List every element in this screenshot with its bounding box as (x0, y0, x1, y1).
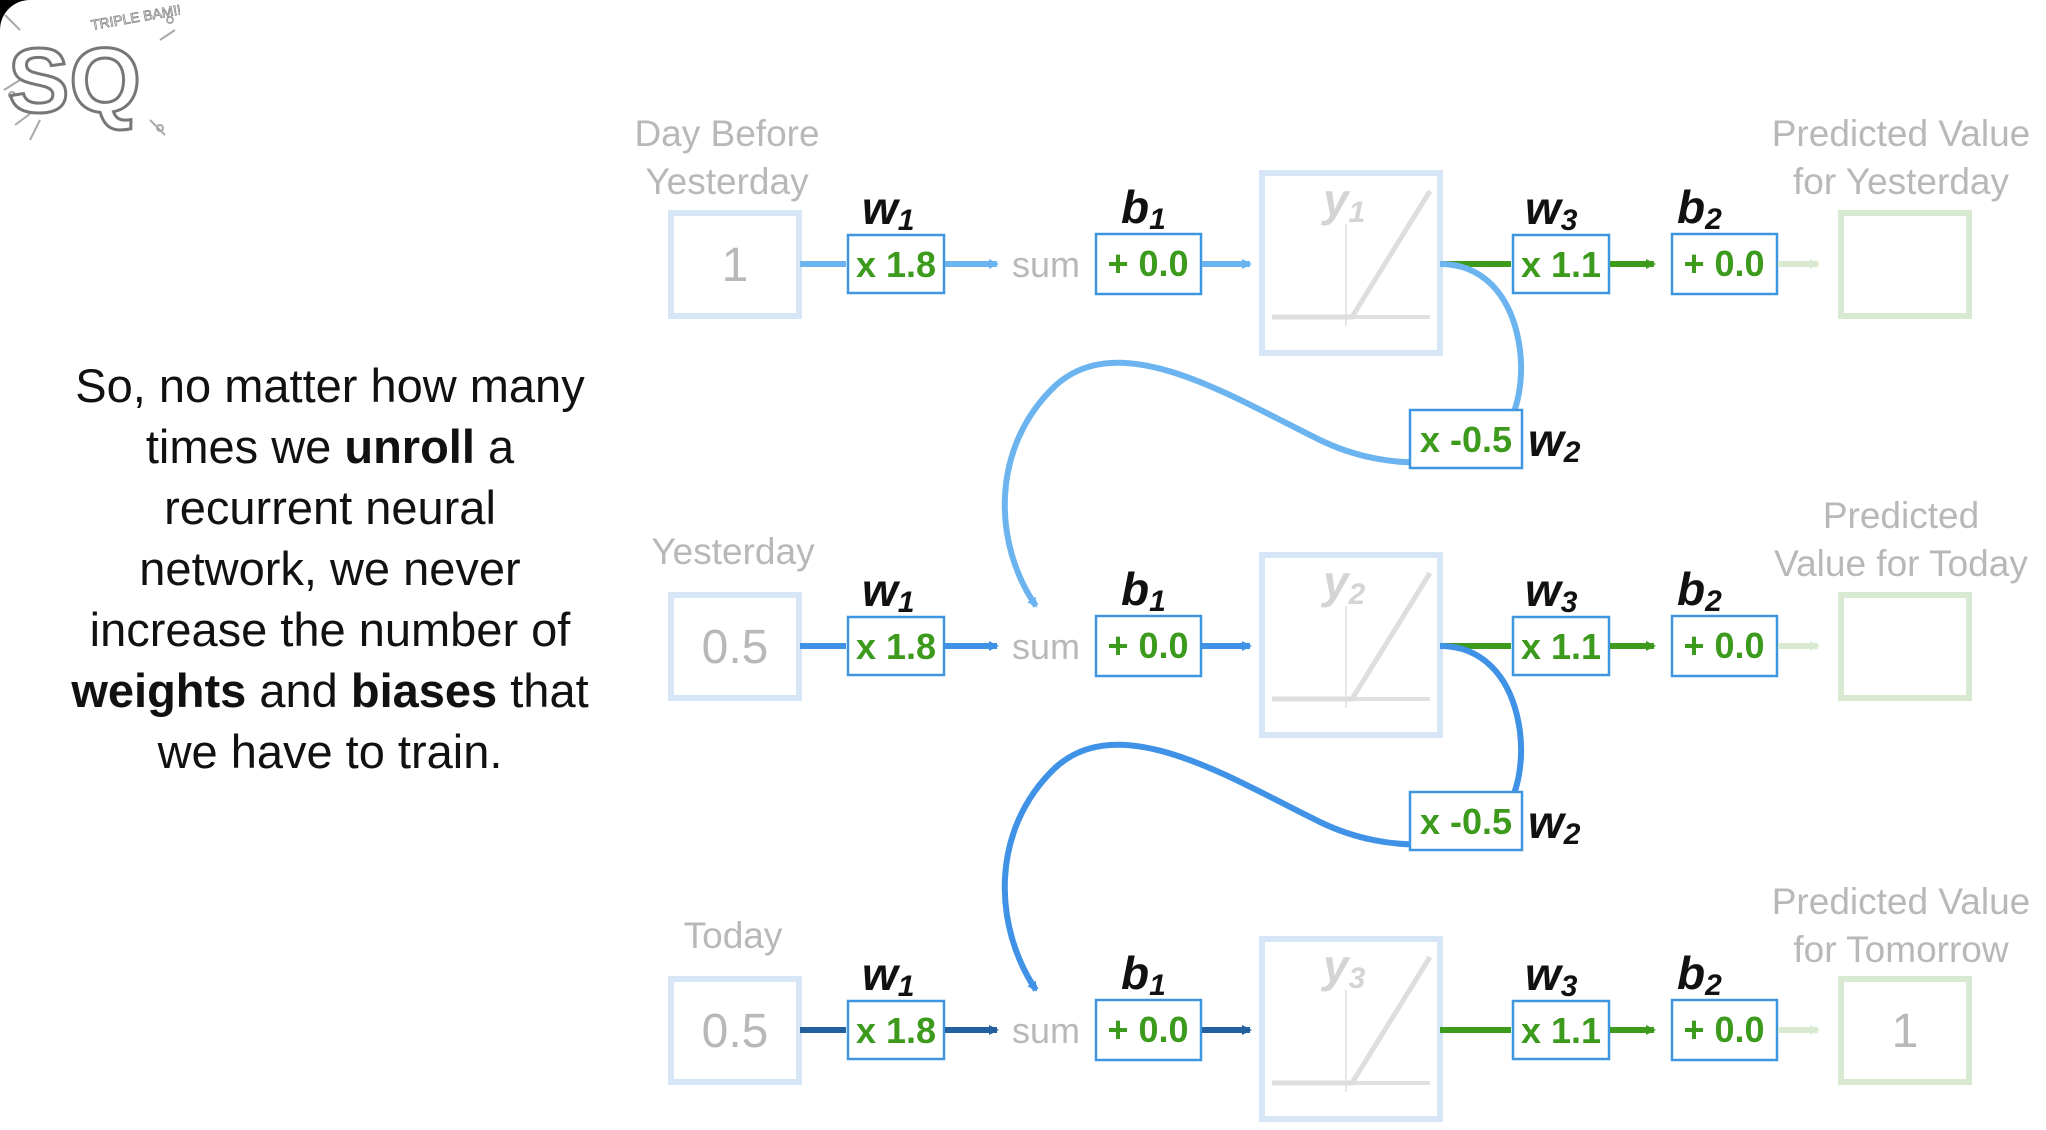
b1-box (1094, 232, 1203, 296)
narration-text: So, no matter how many times we unroll a… (71, 359, 589, 778)
output-label-line1: Predicted Value (1772, 113, 2030, 154)
w1-box (846, 615, 946, 677)
w3-box (1511, 233, 1611, 295)
feedback-arrow (1001, 261, 1525, 608)
w2-symbol: w2 (1528, 796, 1581, 851)
w1-symbol: w1 (862, 948, 914, 1003)
w1-box (846, 999, 946, 1061)
activation-border (1259, 170, 1443, 356)
input-label: Yesterday (651, 531, 815, 572)
b2-symbol: b2 (1677, 947, 1722, 1002)
b1-box (1094, 998, 1203, 1062)
output-value: 1 (1892, 1005, 1919, 1058)
y-symbol: y1 (1321, 174, 1365, 229)
w2-value: x -0.5 (1420, 801, 1512, 842)
w1-symbol: w1 (862, 182, 914, 237)
input-value: 1 (722, 239, 749, 292)
b2-box (1670, 614, 1779, 678)
activation-border (1259, 936, 1443, 1122)
b1-symbol: b1 (1121, 181, 1166, 236)
feedback-loop-1: x -0.5 (1001, 261, 1525, 608)
w3-value: x 1.1 (1521, 244, 1601, 285)
w1-value: x 1.8 (856, 244, 936, 285)
w3-symbol: w3 (1525, 182, 1578, 237)
relu-curve (1272, 189, 1433, 320)
sum-label: sum (1012, 244, 1080, 285)
w2-symbol: w2 (1528, 414, 1581, 469)
w2-value: x -0.5 (1420, 419, 1512, 460)
b1-box (1094, 614, 1203, 678)
b2-symbol: b2 (1677, 181, 1722, 236)
emphasis-biases: biases (350, 664, 498, 717)
w3-symbol: w3 (1525, 564, 1578, 619)
emphasis-weights: weights (71, 664, 247, 717)
emphasis-unroll: unroll (344, 420, 475, 473)
feedback-loop-2: x -0.5 (1001, 643, 1525, 992)
input-box (668, 976, 802, 1085)
row-2: Yesterday 0.5 x 1.8 sum + 0.0 y2 x 1.1 + 0.0 Pre… (651, 495, 2028, 738)
output-box (1838, 592, 1972, 701)
w3-box (1511, 615, 1611, 677)
w2-box (1408, 408, 1524, 470)
output-label-line2: for Yesterday (1793, 161, 2009, 202)
input-label-line2: Yesterday (645, 161, 809, 202)
activation-border (1259, 552, 1443, 738)
input-box (668, 592, 802, 701)
y-symbol: y3 (1321, 940, 1366, 995)
sum-label: sum (1012, 1010, 1080, 1051)
output-box (1838, 210, 1972, 319)
row-3: Today 0.5 x 1.8 sum + 0.0 y3 x 1.1 + 0.0 1 Predic… (668, 881, 2030, 1122)
w1-value: x 1.8 (856, 1010, 936, 1051)
activation-box: y1 (1259, 170, 1443, 356)
b2-value: + 0.0 (1683, 1009, 1764, 1050)
w3-value: x 1.1 (1521, 626, 1601, 667)
sum-label: sum (1012, 626, 1080, 667)
b1-value: + 0.0 (1107, 1009, 1188, 1050)
w1-value: x 1.8 (856, 626, 936, 667)
statquest-logo: SQ TRIPLE BAM!! (3, 1, 180, 141)
logo-triple-bam: TRIPLE BAM!! (90, 1, 180, 33)
b2-symbol: b2 (1677, 563, 1722, 618)
w3-box (1511, 999, 1611, 1061)
output-label-line1: Predicted Value (1772, 881, 2030, 922)
b1-symbol: b1 (1121, 563, 1166, 618)
output-label-line2: for Tomorrow (1793, 929, 2008, 970)
input-label-line1: Day Before (634, 113, 819, 154)
activation-box: y3 (1259, 936, 1443, 1122)
b1-symbol: b1 (1121, 947, 1166, 1002)
output-label-line1: Predicted (1823, 495, 1979, 536)
b2-box (1670, 232, 1779, 296)
activation-box: y2 (1259, 552, 1443, 738)
w3-symbol: w3 (1525, 948, 1578, 1003)
b2-box (1670, 998, 1779, 1062)
feedback-arrow (1001, 643, 1525, 992)
b1-value: + 0.0 (1107, 243, 1188, 284)
b2-value: + 0.0 (1683, 243, 1764, 284)
row-1: Day Before Yesterday 1 x 1.8 sum + 0.0 y1 x 1.1… (634, 113, 2030, 356)
input-label: Today (684, 915, 783, 956)
b1-value: + 0.0 (1107, 625, 1188, 666)
input-value: 0.5 (702, 621, 769, 674)
input-box (668, 210, 802, 319)
w1-symbol: w1 (862, 564, 914, 619)
output-label-line2: Value for Today (1774, 543, 2028, 584)
y-symbol: y2 (1321, 556, 1366, 611)
output-box (1838, 976, 1972, 1085)
relu-curve (1272, 571, 1433, 702)
input-value: 0.5 (702, 1005, 769, 1058)
b2-value: + 0.0 (1683, 625, 1764, 666)
logo-mark: SQ (8, 30, 141, 132)
w1-box (846, 233, 946, 295)
w3-value: x 1.1 (1521, 1010, 1601, 1051)
w2-box (1408, 790, 1524, 852)
relu-curve (1272, 955, 1433, 1086)
